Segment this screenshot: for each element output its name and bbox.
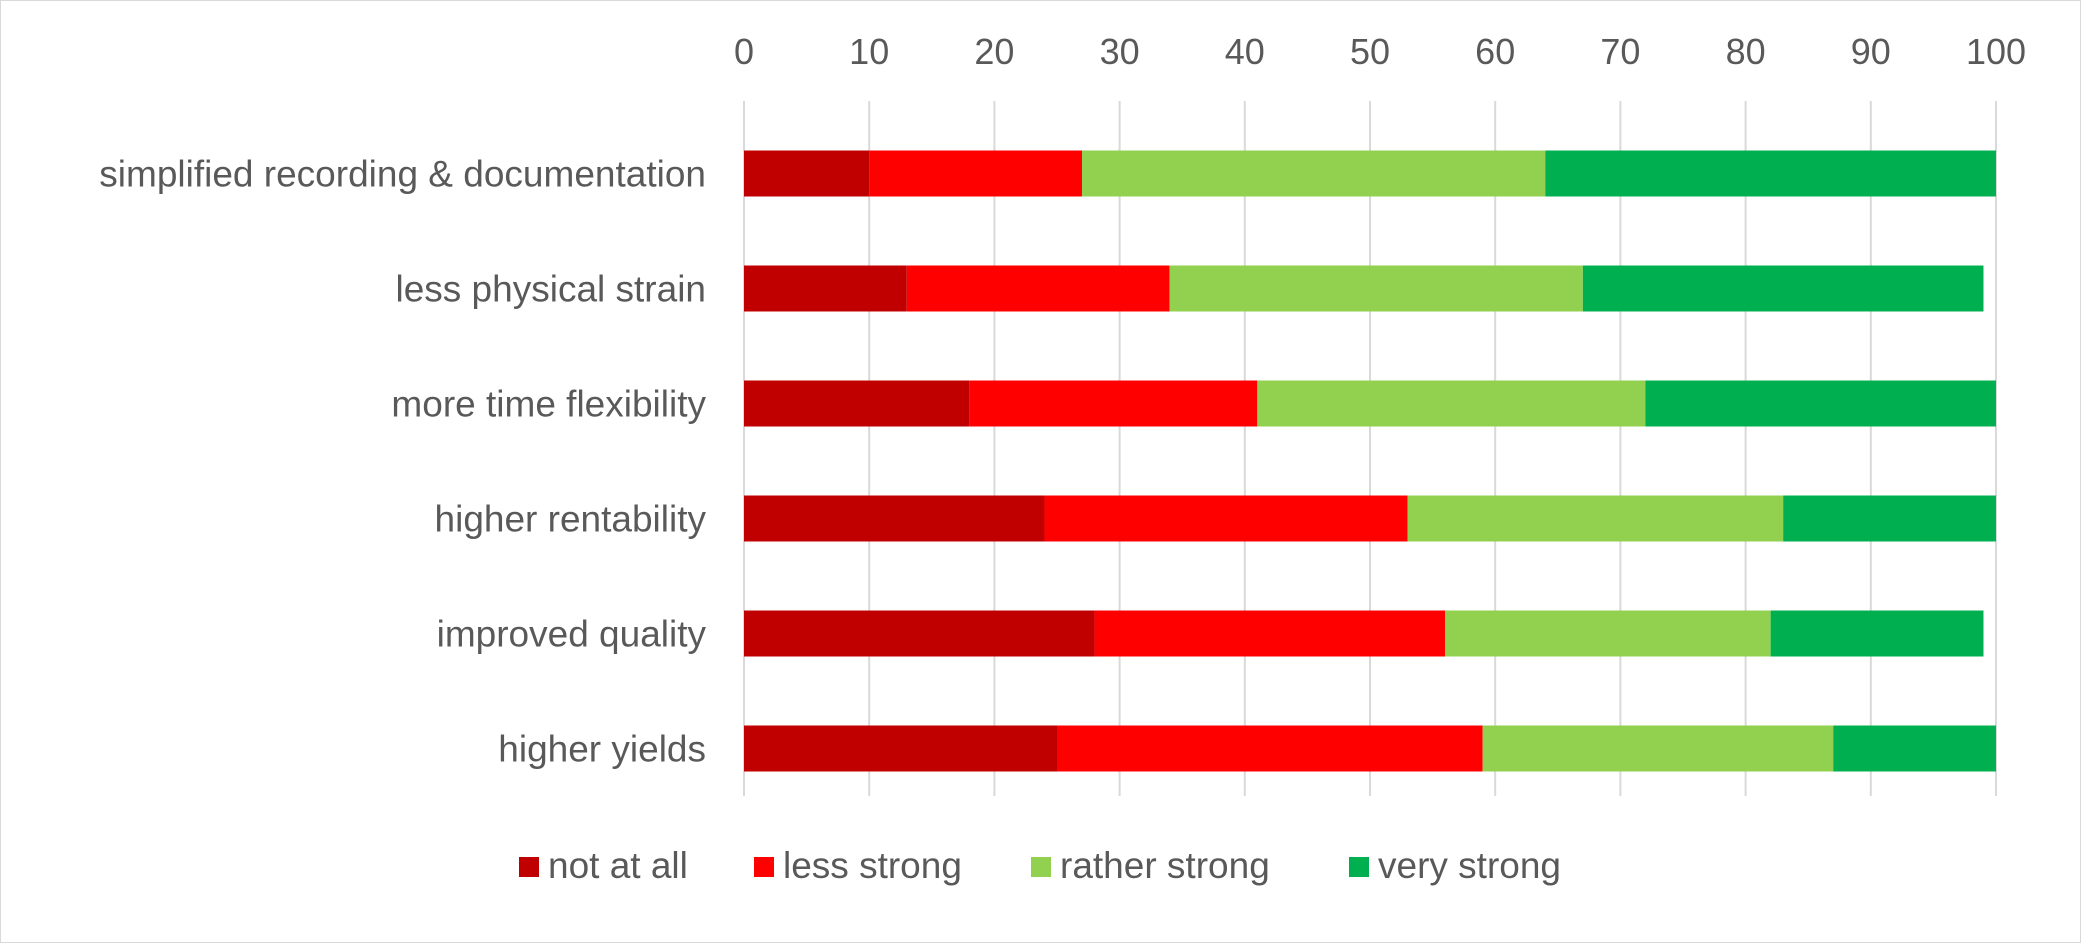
bar-segment: [1783, 495, 1996, 542]
bars: [744, 150, 1996, 772]
x-tick-label: 100: [1966, 31, 2026, 72]
category-label: higher rentability: [435, 499, 707, 540]
bar-segment: [869, 150, 1083, 197]
bar-segment: [744, 380, 970, 427]
bar-segment: [906, 265, 1170, 312]
x-tick-label: 70: [1600, 31, 1640, 72]
x-tick-label: 80: [1726, 31, 1766, 72]
legend-swatch: [1349, 857, 1369, 877]
bar-segment: [1482, 725, 1834, 772]
bar-segment: [744, 265, 907, 312]
bar-segment: [1445, 610, 1771, 657]
bar-segment: [744, 495, 1045, 542]
x-tick-label: 20: [974, 31, 1014, 72]
x-tick-label: 30: [1100, 31, 1140, 72]
x-tick-label: 50: [1350, 31, 1390, 72]
bar-segment: [1082, 150, 1546, 197]
bar-segment: [1833, 725, 1996, 772]
legend-label: less strong: [783, 845, 962, 886]
x-tick-label: 10: [849, 31, 889, 72]
bar-segment: [744, 150, 870, 197]
bar-segment: [1582, 265, 1984, 312]
x-tick-label: 60: [1475, 31, 1515, 72]
bar-segment: [1057, 725, 1483, 772]
gridlines: [743, 101, 1997, 796]
bar-segment: [1094, 610, 1446, 657]
legend-swatch: [754, 857, 774, 877]
legend-swatch: [1031, 857, 1051, 877]
bar-segment: [1545, 150, 1996, 197]
legend: not at all less strong rather strong very s…: [519, 845, 1561, 886]
bar-segment: [1407, 495, 1784, 542]
bar-segment: [1645, 380, 1996, 427]
legend-label: very strong: [1378, 845, 1561, 886]
category-label: more time flexibility: [391, 384, 706, 425]
bar-segment: [1169, 265, 1583, 312]
x-axis-ticks: 0 10 20 30 40 50 60 70 80 90 100: [734, 31, 2026, 72]
bar-segment: [744, 725, 1057, 772]
x-tick-label: 40: [1225, 31, 1265, 72]
legend-label: rather strong: [1060, 845, 1270, 886]
category-label: less physical strain: [395, 269, 706, 310]
bar-segment: [1770, 610, 1984, 657]
category-label: improved quality: [437, 614, 707, 655]
x-tick-label: 90: [1851, 31, 1891, 72]
category-labels: simplified recording & documentation less…: [99, 154, 706, 770]
legend-label: not at all: [548, 845, 688, 886]
bar-segment: [744, 610, 1095, 657]
category-label: simplified recording & documentation: [99, 154, 706, 195]
bar-segment: [969, 380, 1258, 427]
legend-swatch: [519, 857, 539, 877]
bar-segment: [1044, 495, 1408, 542]
x-tick-label: 0: [734, 31, 754, 72]
bar-segment: [1257, 380, 1646, 427]
category-label: higher yields: [498, 729, 706, 770]
